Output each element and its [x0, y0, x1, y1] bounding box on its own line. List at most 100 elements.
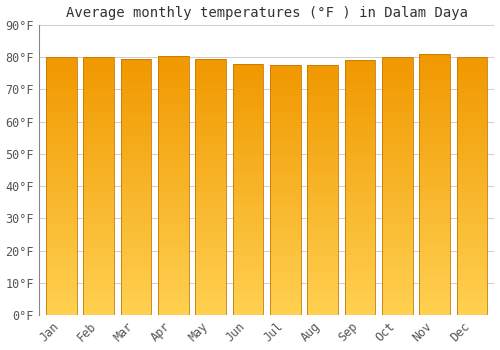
- Bar: [196, 94, 226, 97]
- Bar: [308, 103, 338, 106]
- Bar: [382, 225, 412, 228]
- Bar: [270, 125, 300, 128]
- Bar: [344, 146, 376, 149]
- Bar: [308, 199, 338, 203]
- Bar: [456, 61, 488, 64]
- Bar: [270, 212, 300, 215]
- Bar: [158, 166, 188, 169]
- Bar: [84, 218, 114, 222]
- Bar: [456, 193, 488, 196]
- Bar: [158, 114, 188, 117]
- Bar: [84, 189, 114, 193]
- Bar: [158, 69, 188, 72]
- Bar: [308, 178, 338, 181]
- Bar: [308, 253, 338, 256]
- Bar: [344, 175, 376, 178]
- Bar: [84, 222, 114, 225]
- Bar: [456, 115, 488, 118]
- Bar: [420, 214, 450, 217]
- Bar: [46, 286, 76, 289]
- Bar: [158, 250, 188, 254]
- Bar: [308, 156, 338, 159]
- Bar: [420, 220, 450, 224]
- Bar: [196, 68, 226, 72]
- Bar: [270, 203, 300, 206]
- Bar: [158, 156, 188, 160]
- Bar: [84, 57, 114, 61]
- Bar: [120, 222, 152, 225]
- Bar: [382, 89, 412, 93]
- Bar: [158, 296, 188, 299]
- Bar: [120, 158, 152, 161]
- Bar: [420, 198, 450, 201]
- Bar: [84, 122, 114, 125]
- Bar: [46, 244, 76, 247]
- Bar: [420, 253, 450, 257]
- Bar: [120, 129, 152, 133]
- Bar: [308, 193, 338, 196]
- Bar: [270, 293, 300, 296]
- Bar: [420, 54, 450, 57]
- Bar: [196, 174, 226, 177]
- Bar: [120, 277, 152, 280]
- Bar: [308, 140, 338, 143]
- Bar: [344, 134, 376, 137]
- Bar: [270, 115, 300, 118]
- Bar: [158, 263, 188, 267]
- Bar: [158, 312, 188, 315]
- Bar: [344, 201, 376, 204]
- Bar: [270, 287, 300, 290]
- Bar: [46, 209, 76, 212]
- Bar: [344, 194, 376, 197]
- Bar: [196, 129, 226, 133]
- Bar: [196, 152, 226, 155]
- Bar: [344, 64, 376, 67]
- Bar: [344, 252, 376, 255]
- Bar: [84, 167, 114, 170]
- Bar: [420, 162, 450, 165]
- Bar: [382, 170, 412, 173]
- Bar: [270, 290, 300, 293]
- Bar: [232, 155, 264, 158]
- Bar: [308, 87, 338, 90]
- Bar: [382, 118, 412, 122]
- Bar: [382, 131, 412, 135]
- Bar: [196, 248, 226, 251]
- Bar: [158, 237, 188, 240]
- Bar: [46, 160, 76, 164]
- Bar: [158, 56, 188, 59]
- Bar: [158, 107, 188, 111]
- Bar: [84, 280, 114, 283]
- Bar: [420, 240, 450, 243]
- Bar: [232, 126, 264, 130]
- Bar: [420, 276, 450, 279]
- Bar: [46, 164, 76, 167]
- Bar: [420, 217, 450, 220]
- Bar: [456, 186, 488, 189]
- Bar: [420, 309, 450, 312]
- Bar: [456, 57, 488, 61]
- Bar: [270, 259, 300, 262]
- Bar: [308, 231, 338, 234]
- Bar: [84, 57, 114, 315]
- Bar: [270, 262, 300, 265]
- Bar: [46, 141, 76, 144]
- Bar: [344, 229, 376, 232]
- Bar: [232, 105, 264, 108]
- Bar: [270, 118, 300, 121]
- Bar: [46, 147, 76, 151]
- Bar: [84, 264, 114, 267]
- Bar: [344, 287, 376, 290]
- Bar: [344, 105, 376, 108]
- Bar: [344, 143, 376, 146]
- Bar: [196, 117, 226, 120]
- Bar: [382, 299, 412, 302]
- Bar: [456, 173, 488, 176]
- Bar: [270, 71, 300, 75]
- Bar: [46, 67, 76, 70]
- Bar: [46, 122, 76, 125]
- Bar: [232, 287, 264, 290]
- Bar: [232, 208, 264, 211]
- Bar: [84, 73, 114, 77]
- Bar: [84, 61, 114, 64]
